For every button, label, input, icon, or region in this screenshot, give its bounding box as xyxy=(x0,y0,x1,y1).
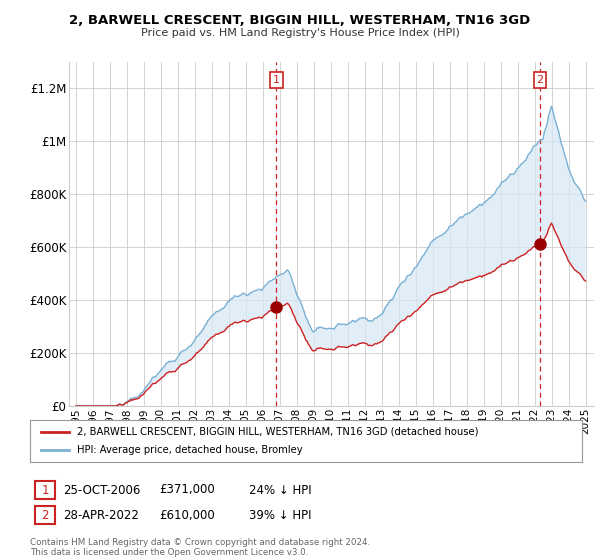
Text: Contains HM Land Registry data © Crown copyright and database right 2024.
This d: Contains HM Land Registry data © Crown c… xyxy=(30,538,370,557)
Text: 24% ↓ HPI: 24% ↓ HPI xyxy=(249,483,311,497)
Text: 28-APR-2022: 28-APR-2022 xyxy=(63,508,139,522)
Text: 25-OCT-2006: 25-OCT-2006 xyxy=(63,483,140,497)
Text: 39% ↓ HPI: 39% ↓ HPI xyxy=(249,508,311,522)
Text: 2, BARWELL CRESCENT, BIGGIN HILL, WESTERHAM, TN16 3GD: 2, BARWELL CRESCENT, BIGGIN HILL, WESTER… xyxy=(70,14,530,27)
Text: Price paid vs. HM Land Registry's House Price Index (HPI): Price paid vs. HM Land Registry's House … xyxy=(140,28,460,38)
Text: 2: 2 xyxy=(536,75,544,85)
Text: HPI: Average price, detached house, Bromley: HPI: Average price, detached house, Brom… xyxy=(77,445,302,455)
Text: 1: 1 xyxy=(273,75,280,85)
Text: £610,000: £610,000 xyxy=(159,508,215,522)
Text: £371,000: £371,000 xyxy=(159,483,215,497)
Text: 1: 1 xyxy=(41,483,49,497)
Text: 2: 2 xyxy=(41,508,49,522)
Text: 2, BARWELL CRESCENT, BIGGIN HILL, WESTERHAM, TN16 3GD (detached house): 2, BARWELL CRESCENT, BIGGIN HILL, WESTER… xyxy=(77,427,478,437)
